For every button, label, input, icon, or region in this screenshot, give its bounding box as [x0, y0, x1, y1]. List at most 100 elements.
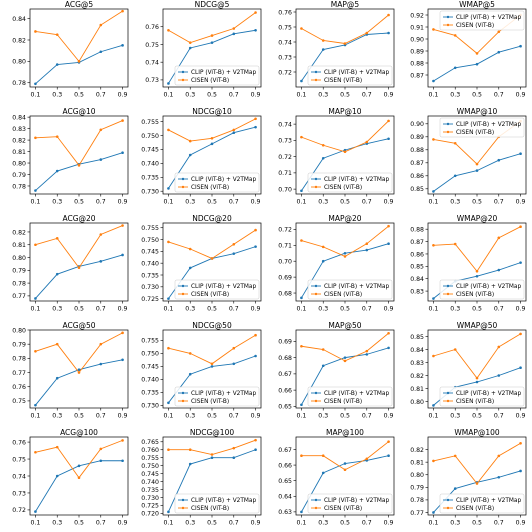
subplot-title: ACG@100 [60, 428, 98, 437]
subplot-ndcg-at-5: NDCG@5 0.73 0.74 0.75 0.76 0.1 0.3 0.5 0.7 0.9 CLI… [145, 0, 262, 99]
legend-label: CLIP (ViT-B) + V2TMap [456, 122, 521, 128]
x-tick-label: 0.3 [450, 92, 460, 99]
data-point [321, 143, 325, 147]
y-tick-label: 0.750 [141, 463, 159, 470]
x-tick-label: 0.3 [185, 520, 195, 527]
subplot-wmap-at-10: WMAP@10 0.85 0.86 0.87 0.88 0.89 0.90 0.1 0.3 0.5… [410, 107, 527, 206]
y-tick-label: 0.72 [278, 227, 292, 234]
data-point [365, 31, 369, 35]
data-point [432, 243, 435, 247]
data-point [254, 11, 257, 14]
x-tick-label: 0.5 [340, 92, 350, 99]
x-tick-label: 0.5 [207, 520, 217, 527]
data-point [55, 237, 59, 240]
y-tick-label: 0.725 [141, 503, 159, 510]
x-tick-label: 0.9 [384, 199, 394, 206]
data-point [99, 447, 103, 451]
data-point [365, 248, 369, 252]
x-tick-label: 0.9 [516, 413, 526, 420]
x-tick-label: 0.5 [74, 413, 84, 420]
plot-frame [29, 436, 129, 516]
data-point [475, 162, 479, 166]
x-tick-label: 0.7 [362, 199, 372, 206]
x-tick-label: 0.5 [340, 199, 350, 206]
data-point [387, 13, 390, 17]
subplot-title: WMAP@20 [457, 214, 498, 223]
x-tick-label: 0.3 [318, 306, 328, 313]
subplot-acg-at-5: ACG@5 0.78 0.80 0.82 0.84 0.1 0.3 0.5 0.7 0.9 [12, 0, 129, 99]
series-line-cisen [35, 332, 123, 374]
data-point [232, 128, 236, 132]
data-point [232, 362, 236, 366]
legend-box [307, 493, 393, 514]
x-tick-label: 0.9 [251, 199, 261, 206]
data-point [34, 243, 37, 247]
data-point [321, 39, 325, 42]
y-tick-label: 0.83 [12, 126, 26, 133]
x-tick-label: 0.1 [164, 199, 174, 206]
y-tick-label: 0.69 [278, 339, 292, 346]
data-point [453, 174, 457, 178]
legend-marker [314, 391, 318, 395]
x-tick-label: 0.1 [429, 413, 439, 420]
y-tick-label: 0.735 [141, 175, 159, 182]
data-point [365, 353, 369, 356]
y-tick-label: 0.86 [410, 173, 424, 180]
x-tick-label: 0.3 [52, 92, 62, 99]
y-tick-label: 0.92 [410, 12, 424, 19]
legend-label: CISEN (ViT-B) [456, 23, 494, 29]
x-tick-label: 0.3 [450, 199, 460, 206]
data-point [343, 255, 347, 258]
subplot-title: WMAP@5 [459, 0, 495, 9]
y-tick-label: 0.71 [278, 243, 292, 250]
series-line-cisen [433, 333, 521, 379]
data-point [121, 224, 124, 227]
y-tick-label: 0.760 [141, 447, 159, 454]
legend-marker [446, 292, 450, 296]
data-point [453, 34, 457, 37]
y-tick-label: 0.750 [141, 351, 159, 358]
legend-marker [314, 498, 318, 502]
plot-frame [29, 115, 129, 195]
y-tick-label: 0.82 [410, 447, 424, 454]
legend-box [439, 493, 525, 514]
data-point [34, 136, 37, 140]
series-line-clip-v2tmap [35, 44, 123, 85]
data-point [300, 27, 303, 30]
series-line-clip-v2tmap [433, 153, 521, 192]
x-tick-label: 0.9 [251, 306, 261, 313]
data-point [254, 333, 257, 337]
x-tick-label: 0.9 [118, 199, 128, 206]
x-tick-label: 0.7 [362, 92, 372, 99]
data-point [497, 345, 501, 349]
legend: CLIP (ViT-B) + V2TMap CISEN (ViT-B) [439, 10, 525, 31]
y-tick-label: 0.750 [141, 237, 159, 244]
legend-label: CISEN (ViT-B) [456, 399, 494, 405]
legend-marker [181, 506, 185, 510]
legend: CLIP (ViT-B) + V2TMap CISEN (ViT-B) [307, 172, 393, 193]
legend-box [439, 10, 525, 31]
data-point [77, 60, 81, 63]
legend-marker [446, 506, 450, 510]
x-tick-label: 0.9 [251, 92, 261, 99]
y-tick-label: 0.730 [141, 189, 159, 196]
legend-marker [446, 399, 450, 403]
data-point [387, 31, 390, 35]
data-point [519, 366, 522, 370]
series-line-cisen [168, 439, 256, 455]
data-point [210, 41, 214, 44]
x-tick-label: 0.3 [185, 306, 195, 313]
subplot-title: MAP@20 [328, 214, 361, 223]
plot-frame [162, 329, 262, 409]
y-tick-label: 0.84 [410, 276, 424, 283]
x-tick-label: 0.7 [494, 199, 504, 206]
data-point [300, 510, 303, 514]
y-tick-label: 0.81 [410, 386, 424, 393]
legend-marker [446, 391, 450, 395]
x-tick-label: 0.1 [297, 92, 307, 99]
y-tick-label: 0.90 [410, 36, 424, 43]
y-tick-label: 0.73 [12, 490, 26, 497]
y-tick-label: 0.72 [278, 154, 292, 161]
x-tick-label: 0.3 [185, 199, 195, 206]
legend: CLIP (ViT-B) + V2TMap CISEN (ViT-B) [439, 279, 525, 300]
